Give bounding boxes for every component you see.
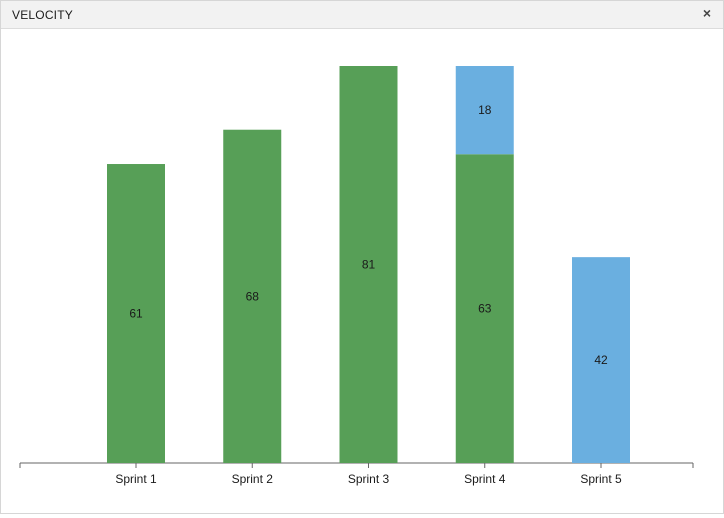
close-icon[interactable]: × xyxy=(702,5,712,21)
x-tick-label: Sprint 1 xyxy=(115,472,157,486)
velocity-bar-chart: 61 Sprint 1 68 Sprint 2 81 Sprint 3 63 18 Sprint… xyxy=(19,66,694,486)
x-tick-label: Sprint 5 xyxy=(580,472,622,486)
x-tick-label: Sprint 2 xyxy=(232,472,274,486)
x-tick-label: Sprint 3 xyxy=(348,472,390,486)
bar-segment xyxy=(339,66,398,463)
bar-value-label: 81 xyxy=(362,258,376,272)
velocity-chart: 61 Sprint 1 68 Sprint 2 81 Sprint 3 63 18 Sprint… xyxy=(1,29,723,513)
bar-segment xyxy=(455,154,514,463)
bar-segment xyxy=(223,129,282,463)
bar-segment xyxy=(572,257,630,463)
x-tick-label: Sprint 4 xyxy=(464,472,506,486)
bar-value-label: 42 xyxy=(594,353,608,367)
bar-value-label: 68 xyxy=(246,289,260,303)
bar-value-label: 61 xyxy=(129,307,143,321)
bar-value-label: 63 xyxy=(478,302,492,316)
bar-value-label: 18 xyxy=(478,103,492,117)
bar-segment xyxy=(107,164,165,463)
panel-titlebar: VELOCITY × xyxy=(1,1,723,29)
panel-title: VELOCITY xyxy=(12,8,73,22)
bar-segment xyxy=(455,66,514,155)
